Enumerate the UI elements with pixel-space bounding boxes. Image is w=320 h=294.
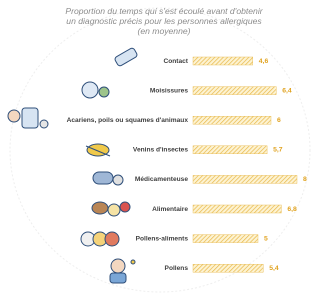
category-label: Pollens-aliments	[136, 235, 189, 242]
chart: Proportion du temps qui s'est écoulé ava…	[0, 0, 312, 294]
value-label: 8	[303, 176, 307, 183]
bar	[193, 116, 271, 124]
category-label: Alimentaire	[152, 206, 188, 213]
value-label: 6,4	[282, 87, 292, 94]
category-label: Moisissures	[150, 87, 188, 94]
category-label: Médicamenteuse	[135, 176, 188, 183]
category-label: Acariens, poils ou squames d'animaux	[67, 117, 189, 124]
value-label: 5	[264, 235, 268, 242]
value-label: 5,7	[273, 147, 283, 154]
category-label: Contact	[163, 58, 188, 65]
chart-title: Proportion du temps qui s'est écoulé ava…	[65, 6, 263, 16]
chart-title: (en moyenne)	[137, 26, 190, 36]
bar	[193, 57, 253, 65]
value-label: 5,4	[269, 265, 279, 272]
bar	[193, 205, 281, 213]
category-label: Pollens	[165, 265, 189, 272]
bar	[193, 235, 258, 243]
value-label: 4,6	[259, 58, 269, 65]
value-label: 6	[277, 117, 281, 124]
bar	[193, 175, 297, 183]
category-label: Venins d'insectes	[133, 147, 188, 154]
bar	[193, 146, 267, 154]
bar	[193, 264, 263, 272]
value-label: 6,8	[287, 206, 297, 213]
bar	[193, 87, 276, 95]
chart-title: un diagnostic précis pour les personnes …	[66, 16, 262, 26]
